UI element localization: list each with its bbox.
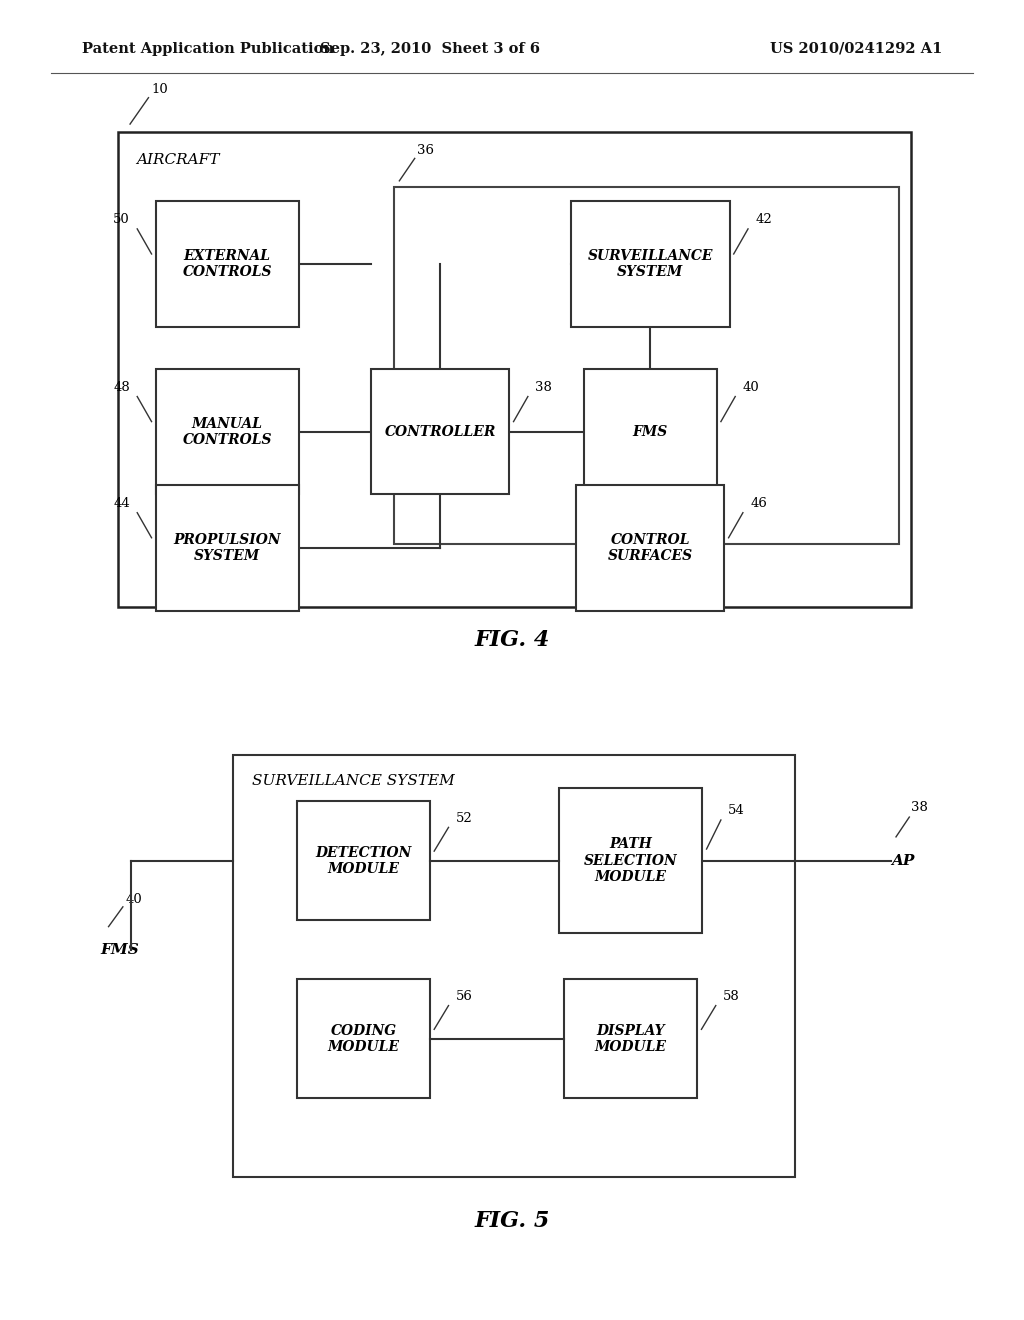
Text: AP: AP (891, 854, 914, 867)
Text: 10: 10 (152, 83, 168, 96)
Text: 38: 38 (911, 801, 928, 814)
Text: 44: 44 (114, 498, 130, 511)
Text: 42: 42 (756, 214, 772, 226)
Text: DISPLAY
MODULE: DISPLAY MODULE (595, 1024, 667, 1053)
Text: 46: 46 (750, 498, 767, 511)
Text: EXTERNAL
CONTROLS: EXTERNAL CONTROLS (182, 249, 272, 279)
FancyBboxPatch shape (297, 979, 430, 1098)
FancyBboxPatch shape (571, 201, 729, 326)
Text: US 2010/0241292 A1: US 2010/0241292 A1 (770, 42, 942, 55)
Text: Sep. 23, 2010  Sheet 3 of 6: Sep. 23, 2010 Sheet 3 of 6 (321, 42, 540, 55)
Text: 50: 50 (114, 214, 130, 226)
Text: FIG. 5: FIG. 5 (474, 1210, 550, 1232)
Text: FIG. 4: FIG. 4 (474, 630, 550, 651)
Text: 40: 40 (126, 892, 142, 906)
Text: AIRCRAFT: AIRCRAFT (136, 153, 219, 168)
FancyBboxPatch shape (559, 788, 702, 933)
Text: 54: 54 (728, 804, 744, 817)
Text: MANUAL
CONTROLS: MANUAL CONTROLS (182, 417, 272, 446)
Text: 52: 52 (456, 812, 472, 825)
Text: 40: 40 (742, 381, 759, 393)
Text: 48: 48 (114, 381, 130, 393)
FancyBboxPatch shape (575, 486, 725, 610)
Text: FMS: FMS (633, 425, 668, 438)
FancyBboxPatch shape (156, 486, 299, 610)
FancyBboxPatch shape (584, 368, 717, 494)
FancyBboxPatch shape (156, 201, 299, 326)
Text: CODING
MODULE: CODING MODULE (328, 1024, 399, 1053)
Text: CONTROLLER: CONTROLLER (385, 425, 496, 438)
Text: PROPULSION
SYSTEM: PROPULSION SYSTEM (174, 533, 281, 562)
Text: DETECTION
MODULE: DETECTION MODULE (315, 846, 412, 875)
Text: CONTROL
SURFACES: CONTROL SURFACES (607, 533, 693, 562)
Text: FMS: FMS (100, 944, 139, 957)
Text: 36: 36 (417, 144, 434, 157)
FancyBboxPatch shape (371, 368, 510, 494)
FancyBboxPatch shape (394, 187, 899, 544)
Text: Patent Application Publication: Patent Application Publication (82, 42, 334, 55)
FancyBboxPatch shape (118, 132, 911, 607)
Text: PATH
SELECTION
MODULE: PATH SELECTION MODULE (584, 837, 678, 884)
FancyBboxPatch shape (564, 979, 697, 1098)
FancyBboxPatch shape (233, 755, 795, 1177)
FancyBboxPatch shape (156, 368, 299, 494)
Text: 38: 38 (535, 381, 552, 393)
Text: SURVEILLANCE SYSTEM: SURVEILLANCE SYSTEM (252, 774, 455, 788)
Text: SURVEILLANCE
SYSTEM: SURVEILLANCE SYSTEM (588, 249, 713, 279)
FancyBboxPatch shape (297, 801, 430, 920)
Text: 56: 56 (456, 990, 472, 1003)
Text: 58: 58 (723, 990, 739, 1003)
